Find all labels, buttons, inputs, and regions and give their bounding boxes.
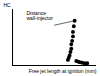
svg-text:Distancewall-injector: Distancewall-injector (27, 10, 54, 21)
svg-text:HC: HC (4, 2, 12, 8)
svg-text:Free jet length at ignition (m: Free jet length at ignition (mm) (29, 68, 97, 74)
